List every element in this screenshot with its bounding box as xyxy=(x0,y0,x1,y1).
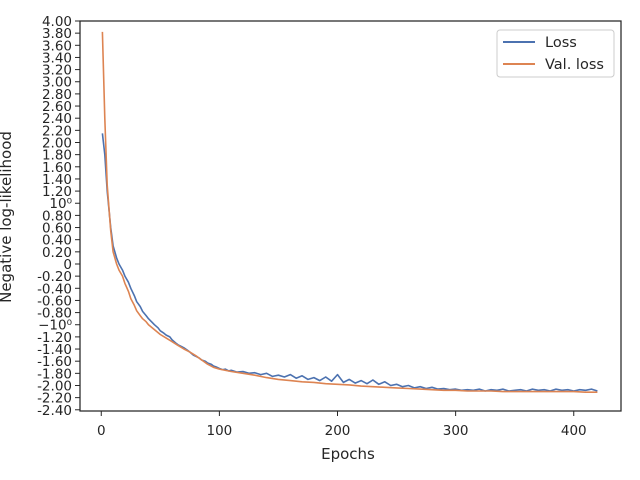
y-tick-label: 3.00 xyxy=(42,75,72,91)
series-layer xyxy=(101,31,598,393)
series-line-val-loss xyxy=(101,31,598,393)
y-tick-label: 3.20 xyxy=(42,63,72,79)
y-tick-label: 0.60 xyxy=(42,221,72,237)
x-axis-label: Epochs xyxy=(321,445,375,463)
plot-area xyxy=(79,20,622,412)
y-tick-label: 0.40 xyxy=(42,233,72,249)
x-tick-label: 400 xyxy=(561,423,587,439)
y-tick-label: 10⁰ xyxy=(49,196,72,212)
y-tick-label: -1.20 xyxy=(37,330,72,346)
y-axis-label: Negative log-likelihood xyxy=(0,131,15,303)
y-tick-label: -2.20 xyxy=(37,391,72,407)
y-tick-label: 2.20 xyxy=(42,123,72,139)
x-tick-label: 100 xyxy=(206,423,232,439)
y-tick-label: 0.20 xyxy=(42,245,72,261)
y-tick-label: 3.40 xyxy=(42,50,72,66)
plot-frame xyxy=(79,20,622,412)
y-tick-label: 2.60 xyxy=(42,99,72,115)
y-tick-label: -2.40 xyxy=(37,403,72,419)
y-tick-label: -0.20 xyxy=(37,269,72,285)
x-tick-label: 0 xyxy=(97,423,106,439)
y-tick-label: -0.60 xyxy=(37,293,72,309)
y-tick-label: 3.60 xyxy=(42,38,72,54)
y-tick-label: 2.40 xyxy=(42,111,72,127)
y-tick-label: -0.40 xyxy=(37,281,72,297)
x-tick-label: 200 xyxy=(325,423,351,439)
y-tick-label: 1.20 xyxy=(42,184,72,200)
y-tick-label: 1.40 xyxy=(42,172,72,188)
y-tick-label: -1.60 xyxy=(37,354,72,370)
y-tick-label: -1.80 xyxy=(37,366,72,382)
y-tick-label: 3.80 xyxy=(42,26,72,42)
y-tick-label: 4.00 xyxy=(42,14,72,30)
y-tick-label: -1.40 xyxy=(37,342,72,358)
y-tick-label: 1.60 xyxy=(42,160,72,176)
x-axis-ticks: 0 100 200 300 400 xyxy=(97,411,587,439)
series-line-loss xyxy=(101,133,598,392)
legend-label-val-loss: Val. loss xyxy=(545,57,604,73)
y-tick-label: 0.80 xyxy=(42,208,72,224)
x-tick-label: 300 xyxy=(443,423,469,439)
legend-label-loss: Loss xyxy=(545,35,577,51)
y-tick-label: -2.00 xyxy=(37,378,72,394)
y-tick-label: −10⁰ xyxy=(38,318,72,334)
y-tick-label: 1.80 xyxy=(42,148,72,164)
y-tick-label: 0 xyxy=(63,257,72,273)
y-tick-label: -0.80 xyxy=(37,306,72,322)
y-axis-ticks: 4.003.803.603.403.203.002.802.602.402.20… xyxy=(37,14,80,419)
legend: Loss Val. loss xyxy=(496,29,615,78)
y-tick-label: 2.00 xyxy=(42,135,72,151)
y-tick-label: 2.80 xyxy=(42,87,72,103)
